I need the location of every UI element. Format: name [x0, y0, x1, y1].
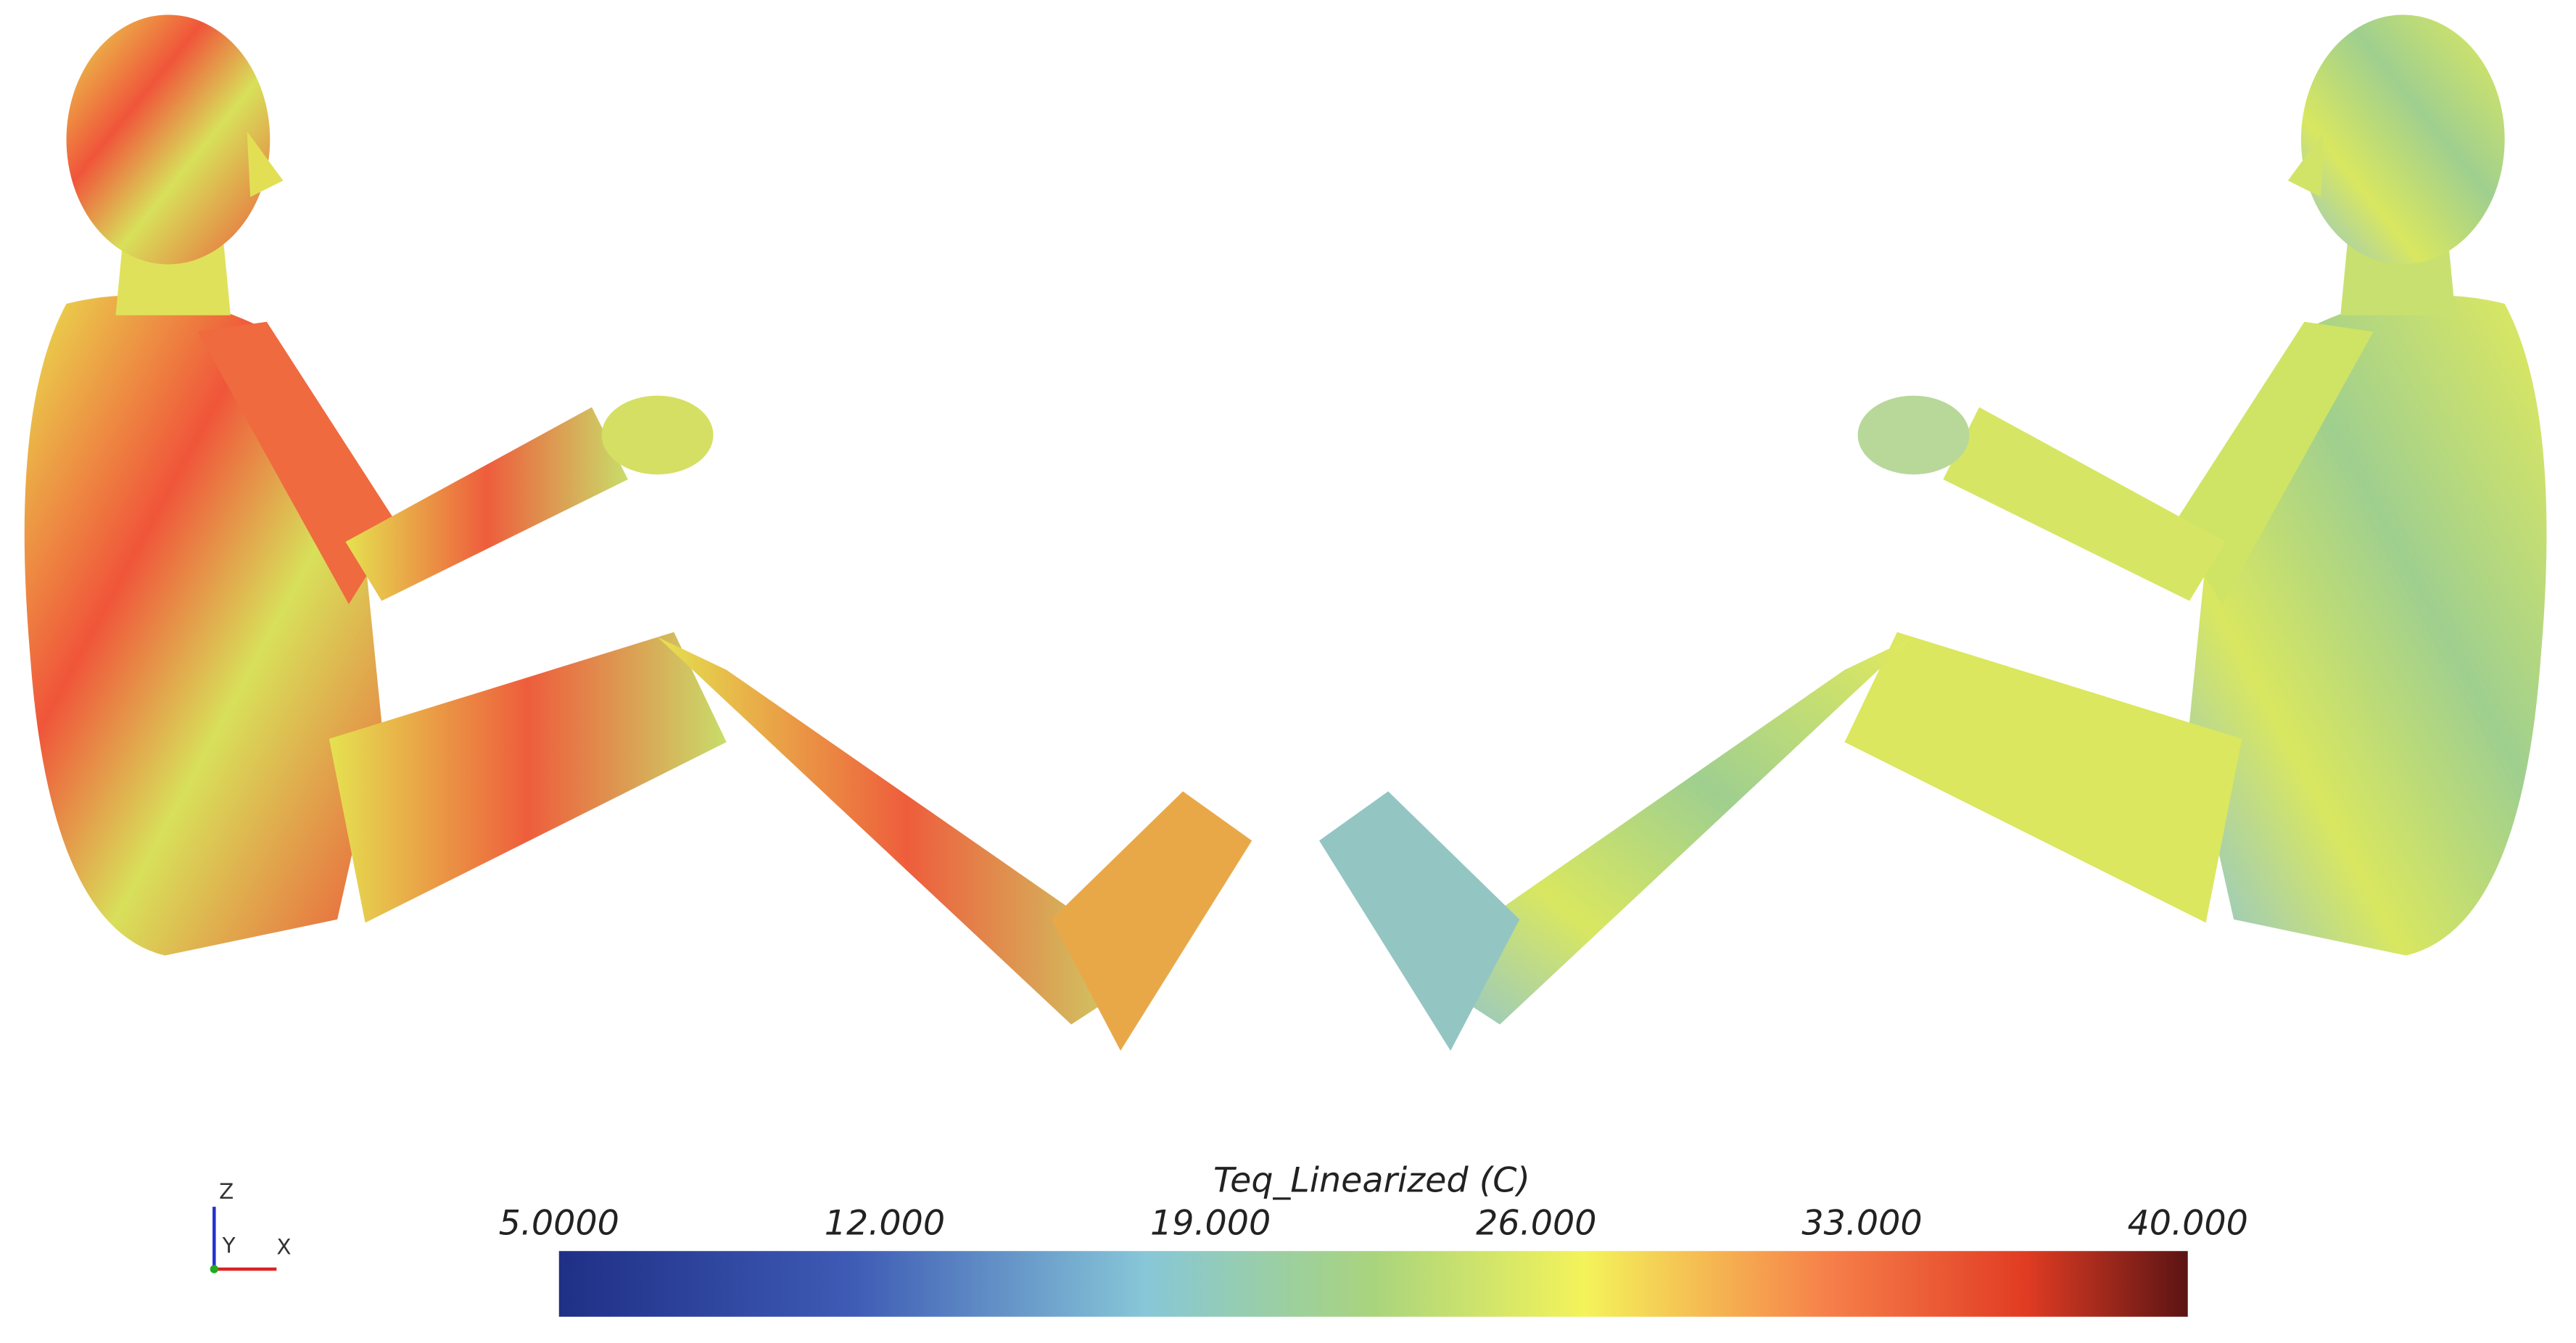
body-model-right	[1319, 15, 2547, 1051]
body-model-left	[24, 15, 1252, 1051]
y-label: Y	[222, 1233, 236, 1257]
legend-tick-label: 26.000	[1476, 1204, 1596, 1244]
legend-tick-label: 40.000	[2128, 1204, 2248, 1244]
legend-tick-label: 33.000	[1801, 1204, 1922, 1244]
z-label: Z	[219, 1179, 234, 1204]
legend-title: Teq_Linearized (C)	[1213, 1161, 1530, 1201]
legend-tick-label: 5.0000	[499, 1204, 619, 1244]
legend-tick-label: 19.000	[1150, 1204, 1271, 1244]
color-bar	[558, 1251, 2188, 1317]
axes-triad: Z Y X	[210, 1179, 291, 1273]
color-legend: Teq_Linearized (C) 5.0000 12.000 19.000 26.…	[499, 1161, 2248, 1317]
legend-tick-label: 12.000	[825, 1204, 945, 1244]
y-axis	[210, 1265, 218, 1273]
x-label: X	[276, 1235, 291, 1260]
